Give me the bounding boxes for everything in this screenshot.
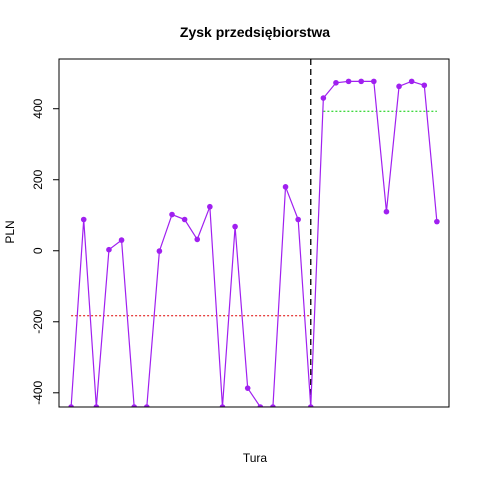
y-tick-label: -200 — [31, 309, 45, 333]
data-point — [68, 404, 74, 407]
data-point — [358, 78, 365, 85]
data-point — [333, 79, 339, 86]
axes: -400 -200 0 200 400 — [31, 58, 450, 408]
data-point — [408, 78, 415, 85]
data-point — [93, 404, 100, 407]
data-point — [270, 404, 276, 407]
data-point — [106, 246, 112, 253]
data-point — [232, 223, 238, 230]
data-point — [143, 404, 150, 407]
data-point — [219, 404, 226, 407]
y-tick-label: 0 — [31, 247, 45, 254]
data-point — [434, 218, 440, 225]
data-point — [295, 216, 301, 223]
series-line-0 — [70, 80, 438, 407]
data-point — [383, 208, 390, 215]
data-point — [320, 95, 327, 101]
data-point — [396, 83, 402, 90]
data-point — [244, 385, 251, 391]
y-tick-label: 200 — [31, 169, 45, 189]
data-point — [257, 404, 264, 407]
data-point — [156, 248, 163, 254]
y-axis-label: PLN — [3, 220, 17, 243]
chart-title: Zysk przedsiębiorstwa — [180, 24, 330, 40]
data-point — [181, 216, 188, 223]
data-point — [194, 236, 201, 243]
plot-frame — [58, 58, 450, 408]
y-tick-label: -400 — [31, 380, 45, 404]
data-point — [307, 404, 314, 407]
data-point — [207, 203, 213, 210]
data-point — [118, 237, 125, 243]
data-series — [68, 78, 440, 407]
data-point — [371, 78, 377, 85]
x-axis-label: Tura — [243, 451, 268, 465]
data-point — [169, 211, 175, 218]
data-point — [80, 216, 87, 223]
reference-lines — [71, 59, 437, 407]
data-point — [421, 82, 428, 89]
data-point — [282, 184, 289, 190]
y-tick-label: 400 — [31, 98, 45, 118]
data-point — [345, 78, 352, 85]
data-point — [131, 404, 137, 407]
